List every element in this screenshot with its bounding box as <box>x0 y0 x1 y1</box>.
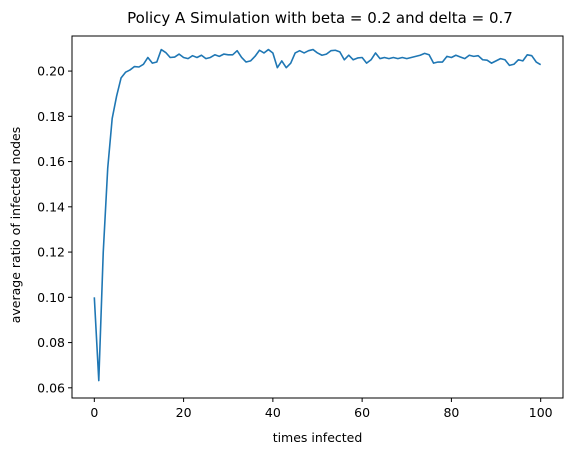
x-tick-label: 80 <box>443 405 459 420</box>
x-tick-label: 60 <box>354 405 370 420</box>
x-axis-label: times infected <box>273 430 363 445</box>
x-tick-label: 20 <box>176 405 192 420</box>
x-tick-label: 0 <box>90 405 98 420</box>
chart-title: Policy A Simulation with beta = 0.2 and … <box>127 9 513 27</box>
y-tick-label: 0.06 <box>37 380 65 395</box>
x-tick-label: 100 <box>529 405 553 420</box>
x-tick-label: 40 <box>265 405 281 420</box>
y-tick-label: 0.10 <box>37 290 65 305</box>
y-tick-label: 0.12 <box>37 245 65 260</box>
y-tick-label: 0.08 <box>37 335 65 350</box>
y-tick-label: 0.14 <box>37 199 65 214</box>
series-line <box>93 48 542 382</box>
y-axis-label: average ratio of infected nodes <box>8 127 23 324</box>
y-tick-label: 0.16 <box>37 154 65 169</box>
axis-ticks: 0 20 40 60 80 100 0.06 0.08 0.10 0.12 0.14 0.16 0.18… <box>37 64 553 420</box>
series-lines <box>93 48 542 382</box>
plot-frame <box>71 35 564 399</box>
y-tick-label: 0.18 <box>37 109 65 124</box>
y-tick-label: 0.20 <box>37 64 65 79</box>
